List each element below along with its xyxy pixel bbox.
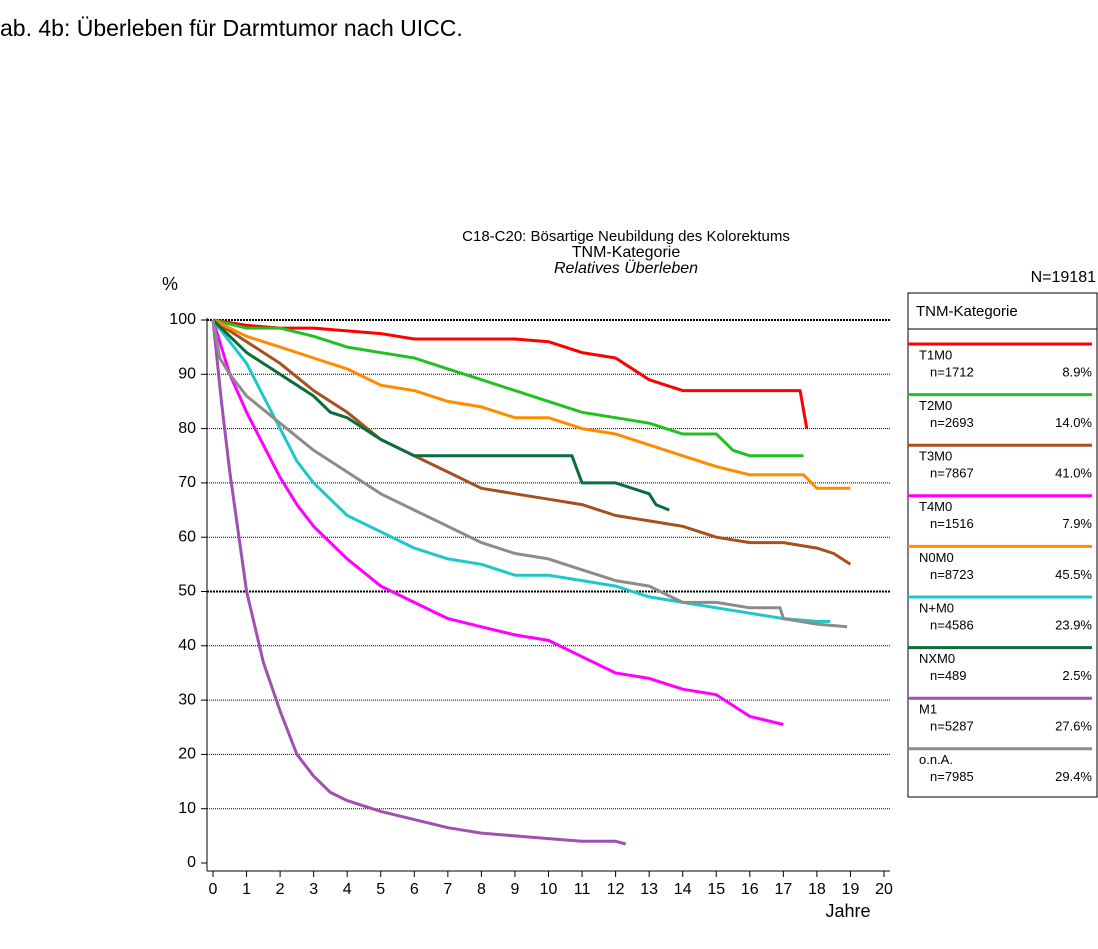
series-line bbox=[212, 318, 852, 566]
series-line bbox=[211, 319, 784, 726]
legend-share: 7.9% bbox=[1062, 516, 1092, 531]
x-tick-label: 10 bbox=[540, 881, 558, 898]
legend-share: 14.0% bbox=[1055, 415, 1092, 430]
legend-share: 2.5% bbox=[1062, 668, 1092, 683]
x-tick-label: 13 bbox=[640, 881, 658, 898]
y-tick-label: 60 bbox=[178, 528, 196, 545]
chart-subtitle: TNM-Kategorie bbox=[572, 244, 681, 261]
x-tick-label: 16 bbox=[741, 881, 759, 898]
y-tick-label: 80 bbox=[178, 420, 196, 437]
legend-name: T3M0 bbox=[919, 449, 952, 464]
legend-n: n=2693 bbox=[930, 415, 974, 430]
x-tick-label: 8 bbox=[477, 881, 486, 898]
legend-name: T1M0 bbox=[919, 347, 952, 362]
series-line bbox=[212, 318, 804, 458]
legend-share: 41.0% bbox=[1055, 466, 1092, 481]
legend-n: n=7867 bbox=[930, 466, 974, 481]
total-label: N=19181 bbox=[1031, 269, 1096, 286]
y-tick-label: 40 bbox=[178, 637, 196, 654]
chart-title: C18-C20: Bösartige Neubildung des Kolore… bbox=[462, 228, 790, 245]
y-tick-label: 70 bbox=[178, 474, 196, 491]
y-tick-label: 30 bbox=[178, 691, 196, 708]
legend-name: N0M0 bbox=[919, 550, 954, 565]
legend-name: N+M0 bbox=[919, 600, 954, 615]
y-tick-label: 10 bbox=[178, 800, 196, 817]
x-tick-label: 4 bbox=[343, 881, 352, 898]
y-axis-label: % bbox=[162, 274, 178, 294]
x-tick-label: 12 bbox=[607, 881, 625, 898]
legend-n: n=1516 bbox=[930, 516, 974, 531]
legend-title: TNM-Kategorie bbox=[916, 303, 1018, 320]
legend-share: 29.4% bbox=[1055, 769, 1092, 784]
x-tick-label: 19 bbox=[842, 881, 860, 898]
series-line bbox=[212, 318, 809, 429]
x-tick-label: 3 bbox=[309, 881, 318, 898]
x-tick-label: 14 bbox=[674, 881, 692, 898]
x-tick-label: 15 bbox=[707, 881, 725, 898]
legend-name: T2M0 bbox=[919, 398, 952, 413]
y-tick-label: 90 bbox=[178, 366, 196, 383]
legend-n: n=7985 bbox=[930, 769, 974, 784]
legend-share: 45.5% bbox=[1055, 567, 1092, 582]
series-line bbox=[211, 318, 670, 512]
legend-n: n=5287 bbox=[930, 719, 974, 734]
page-title: ab. 4b: Überleben für Darmtumor nach UIC… bbox=[0, 15, 463, 41]
legend-name: M1 bbox=[919, 702, 937, 717]
x-tick-label: 9 bbox=[510, 881, 519, 898]
legend-name: o.n.A. bbox=[919, 752, 953, 767]
series-line bbox=[212, 318, 851, 490]
x-tick-label: 1 bbox=[242, 881, 251, 898]
legend-n: n=1712 bbox=[930, 364, 974, 379]
x-tick-label: 18 bbox=[808, 881, 826, 898]
legend-n: n=489 bbox=[930, 668, 967, 683]
x-tick-label: 0 bbox=[209, 881, 218, 898]
x-tick-label: 20 bbox=[875, 881, 893, 898]
series-line bbox=[211, 319, 627, 846]
legend-name: T4M0 bbox=[919, 499, 952, 514]
x-tick-label: 11 bbox=[574, 881, 591, 898]
y-tick-label: 20 bbox=[178, 746, 196, 763]
legend-share: 8.9% bbox=[1062, 364, 1092, 379]
legend-share: 27.6% bbox=[1055, 719, 1092, 734]
legend-n: n=4586 bbox=[930, 617, 974, 632]
x-tick-label: 17 bbox=[774, 881, 792, 898]
legend-n: n=8723 bbox=[930, 567, 974, 582]
legend-share: 23.9% bbox=[1055, 617, 1092, 632]
legend-name: NXM0 bbox=[919, 651, 955, 666]
x-tick-label: 7 bbox=[443, 881, 452, 898]
x-tick-label: 2 bbox=[276, 881, 285, 898]
x-axis-label: Jahre bbox=[825, 901, 870, 921]
x-tick-label: 5 bbox=[376, 881, 385, 898]
series-line bbox=[211, 319, 848, 629]
y-tick-label: 0 bbox=[187, 854, 196, 871]
y-tick-label: 100 bbox=[169, 311, 196, 328]
chart-subtitle: Relatives Überleben bbox=[554, 259, 698, 277]
x-tick-label: 6 bbox=[410, 881, 419, 898]
y-tick-label: 50 bbox=[178, 583, 196, 600]
